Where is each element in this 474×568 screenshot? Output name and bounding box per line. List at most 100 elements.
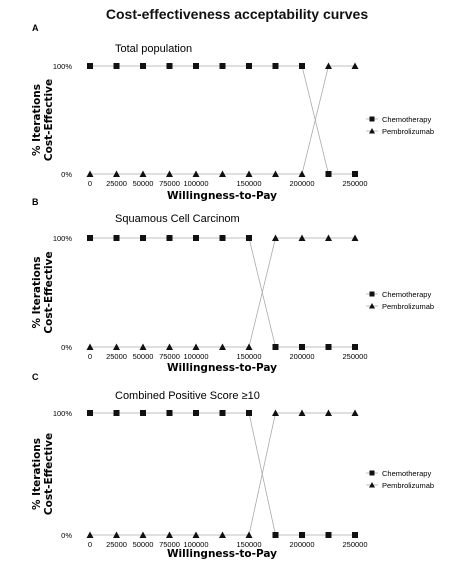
pembrolizumab-point (113, 170, 120, 177)
series-line-pembrolizumab (90, 65, 355, 175)
y-tick-label: 0% (61, 170, 72, 179)
x-tick-label: 150000 (236, 352, 261, 361)
x-tick-label: 200000 (289, 540, 314, 549)
pembrolizumab-point (325, 409, 332, 416)
legend-label: Chemotherapy (382, 290, 431, 299)
chemotherapy-point (219, 235, 226, 241)
chemotherapy-point (299, 344, 305, 350)
x-tick-label: 50000 (133, 540, 154, 549)
series-line-chemotherapy (90, 237, 355, 348)
pembrolizumab-point (351, 409, 359, 416)
y-axis-label: % Iterations (31, 84, 43, 156)
chemotherapy-point (246, 63, 252, 69)
chemotherapy-point (352, 344, 358, 350)
chemotherapy-point (299, 63, 305, 69)
pembrolizumab-point (245, 531, 253, 538)
chemotherapy-point (299, 532, 305, 538)
chemotherapy-point (246, 410, 252, 416)
chemotherapy-point (352, 532, 358, 538)
legend-square-marker (369, 116, 375, 122)
pembrolizumab-point (166, 343, 173, 350)
x-tick-label: 100000 (183, 179, 208, 188)
legend-square-marker (369, 291, 375, 297)
pembrolizumab-point (86, 531, 94, 538)
chemotherapy-point (352, 171, 358, 177)
legend-label: Pembrolizumab (382, 127, 434, 136)
y-tick-label: 100% (53, 409, 73, 418)
chemotherapy-point (272, 63, 279, 69)
x-tick-label: 75000 (159, 179, 180, 188)
x-tick-label: 150000 (236, 179, 261, 188)
x-tick-label: 0 (88, 540, 92, 549)
x-tick-label: 250000 (342, 352, 367, 361)
pembrolizumab-point (298, 409, 306, 416)
panel-title: Squamous Cell Carcinom (115, 213, 240, 225)
chemotherapy-point (325, 532, 332, 538)
x-tick-label: 50000 (133, 352, 154, 361)
pembrolizumab-point (245, 170, 253, 177)
pembrolizumab-point (351, 234, 359, 241)
legend-label: Chemotherapy (382, 469, 431, 478)
pembrolizumab-point (245, 343, 253, 350)
y-tick-label: 100% (53, 234, 73, 243)
chemotherapy-point (272, 344, 279, 350)
x-axis-label: Willingness-to-Pay (167, 362, 277, 374)
pembrolizumab-point (219, 170, 226, 177)
x-tick-label: 75000 (159, 540, 180, 549)
panel-letter: A (32, 23, 39, 33)
chemotherapy-point (140, 235, 146, 241)
chemotherapy-point (140, 410, 146, 416)
x-tick-label: 250000 (342, 540, 367, 549)
x-tick-label: 200000 (289, 179, 314, 188)
chart-panel-a: A Total population 0% 100% % Iterations Cost-… (31, 23, 434, 202)
y-tick-label: 0% (61, 531, 72, 540)
chemotherapy-point (166, 410, 173, 416)
chemotherapy-point (166, 63, 173, 69)
pembrolizumab-point (325, 234, 332, 241)
pembrolizumab-point (219, 531, 226, 538)
panel-title: Total population (115, 43, 192, 55)
pembrolizumab-point (272, 170, 279, 177)
pembrolizumab-point (351, 62, 359, 69)
x-tick-label: 200000 (289, 352, 314, 361)
legend-square-marker (369, 470, 375, 476)
legend-label: Pembrolizumab (382, 302, 434, 311)
x-tick-label: 0 (88, 179, 92, 188)
pembrolizumab-point (298, 234, 306, 241)
pembrolizumab-point (298, 170, 306, 177)
panel-title: Combined Positive Score ≥10 (115, 390, 260, 402)
pembrolizumab-point (192, 170, 200, 177)
legend-triangle-marker (369, 482, 375, 488)
x-tick-label: 25000 (106, 352, 127, 361)
pembrolizumab-point (86, 170, 94, 177)
chart-panel-c: C Combined Positive Score ≥10 0% 100% % Iter… (31, 372, 434, 560)
y-axis-label: % Iterations (31, 438, 43, 510)
chemotherapy-point (246, 235, 252, 241)
pembrolizumab-point (272, 409, 279, 416)
series-line-pembrolizumab (90, 237, 355, 348)
chemotherapy-point (325, 344, 332, 350)
pembrolizumab-point (192, 531, 200, 538)
chemotherapy-point (219, 63, 226, 69)
y-axis-label: Cost-Effective (43, 433, 55, 515)
pembrolizumab-point (139, 343, 147, 350)
chemotherapy-point (87, 63, 93, 69)
chemotherapy-point (193, 235, 199, 241)
x-tick-label: 75000 (159, 352, 180, 361)
chemotherapy-point (113, 63, 120, 69)
y-axis-label: % Iterations (31, 256, 43, 328)
chemotherapy-point (87, 410, 93, 416)
figure-title: Cost-effectiveness acceptability curves (105, 6, 369, 22)
y-tick-label: 100% (53, 62, 73, 71)
panel-letter: C (32, 372, 39, 382)
series-line-chemotherapy (90, 412, 355, 536)
pembrolizumab-point (86, 343, 94, 350)
legend-label: Pembrolizumab (382, 481, 434, 490)
pembrolizumab-point (325, 62, 332, 69)
x-tick-label: 50000 (133, 179, 154, 188)
chemotherapy-point (193, 410, 199, 416)
y-axis-label: Cost-Effective (43, 79, 55, 161)
pembrolizumab-point (219, 343, 226, 350)
chart-panel-b: B Squamous Cell Carcinom 0% 100% % Iteration… (31, 197, 434, 374)
